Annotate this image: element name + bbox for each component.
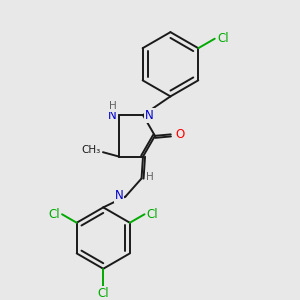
- Text: Cl: Cl: [48, 208, 60, 221]
- Text: Cl: Cl: [147, 208, 158, 221]
- Text: Cl: Cl: [217, 32, 229, 45]
- Text: N: N: [145, 109, 154, 122]
- Text: CH₃: CH₃: [81, 145, 100, 155]
- Text: H: H: [109, 101, 116, 111]
- Text: O: O: [175, 128, 184, 141]
- Text: H: H: [146, 172, 154, 182]
- Text: N: N: [115, 189, 123, 202]
- Text: N: N: [108, 109, 117, 122]
- Text: Cl: Cl: [98, 287, 109, 300]
